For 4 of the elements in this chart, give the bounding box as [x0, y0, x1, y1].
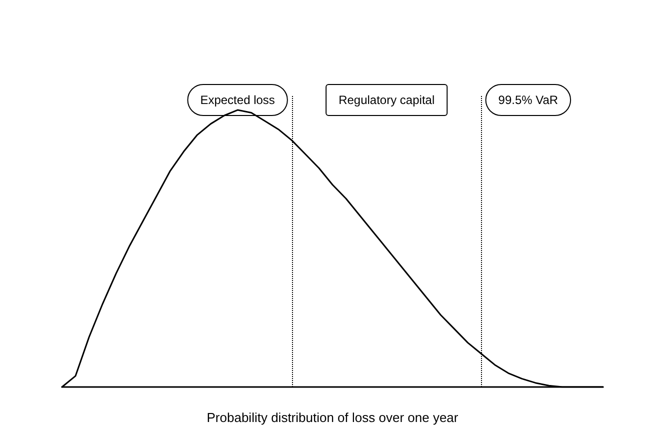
text: 99.5% VaR — [498, 93, 558, 107]
text: Expected loss — [200, 93, 275, 107]
x-axis-title: Probability distribution of loss over one year — [206, 410, 459, 425]
text: Regulatory capital — [338, 93, 435, 107]
